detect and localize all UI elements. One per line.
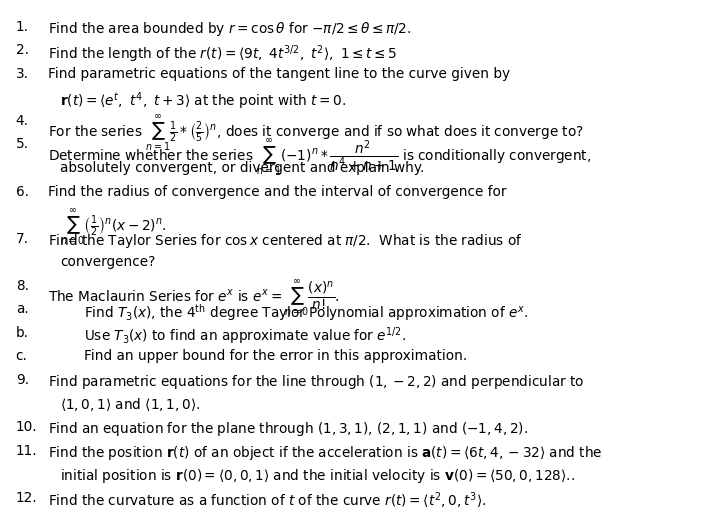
Text: 7.: 7. <box>16 232 29 246</box>
Text: Find the length of the $r(t)= \langle 9t,\ 4t^{3/2},\ t^2\rangle,\ 1\leq t\leq 5: Find the length of the $r(t)= \langle 9t… <box>48 43 398 65</box>
Text: absolutely convergent, or divergent and explain why.: absolutely convergent, or divergent and … <box>60 161 424 175</box>
Text: Find $T_3(x)$, the $4^{\mathrm{th}}$ degree Taylor Polynomial approximation of $: Find $T_3(x)$, the $4^{\mathrm{th}}$ deg… <box>84 303 528 323</box>
Text: convergence?: convergence? <box>60 255 155 269</box>
Text: 10.: 10. <box>16 420 38 434</box>
Text: The Maclaurin Series for $e^x$ is $e^x=\sum_{n=0}^{\infty}\dfrac{(x)^n}{n!}$.: The Maclaurin Series for $e^x$ is $e^x=\… <box>48 279 340 318</box>
Text: 5.: 5. <box>16 137 29 152</box>
Text: 11.: 11. <box>16 444 38 458</box>
Text: 9.: 9. <box>16 373 29 387</box>
Text: Find parametric equations for the line through $(1,-2,2)$ and perpendicular to: Find parametric equations for the line t… <box>48 373 585 391</box>
Text: Find an upper bound for the error in this approximation.: Find an upper bound for the error in thi… <box>84 350 467 363</box>
Text: $\mathbf{r}(t) = \langle e^t,\ t^4,\ t+3\rangle$ at the point with $t=0$.: $\mathbf{r}(t) = \langle e^t,\ t^4,\ t+3… <box>60 90 347 112</box>
Text: 4.: 4. <box>16 114 29 128</box>
Text: 12.: 12. <box>16 491 38 505</box>
Text: initial position is $\mathbf{r}(0) = \langle 0,0,1\rangle$ and the initial veloc: initial position is $\mathbf{r}(0) = \la… <box>60 467 576 485</box>
Text: Find the position $\mathbf{r}(t)$ of an object if the acceleration is $\mathbf{a: Find the position $\mathbf{r}(t)$ of an … <box>48 444 603 461</box>
Text: $\sum_{n=0}^{\infty}\left(\frac{1}{2}\right)^n(x-2)^n$.: $\sum_{n=0}^{\infty}\left(\frac{1}{2}\ri… <box>60 208 167 247</box>
Text: 6.: 6. <box>16 185 29 199</box>
Text: Find the radius of convergence and the interval of convergence for: Find the radius of convergence and the i… <box>48 185 507 199</box>
Text: $\langle 1,0,1\rangle$ and $\langle 1,1,0\rangle$.: $\langle 1,0,1\rangle$ and $\langle 1,1,… <box>60 397 201 413</box>
Text: Find the curvature as a function of $t$ of the curve $r(t) = \langle t^2,0,t^3\r: Find the curvature as a function of $t$ … <box>48 491 487 511</box>
Text: Use $T_3(x)$ to find an approximate value for $e^{1/2}$.: Use $T_3(x)$ to find an approximate valu… <box>84 326 406 347</box>
Text: Find the area bounded by $r = \cos\theta$ for $-\pi/2 \leq \theta \leq \pi/2$.: Find the area bounded by $r = \cos\theta… <box>48 20 412 38</box>
Text: a.: a. <box>16 303 28 316</box>
Text: b.: b. <box>16 326 29 340</box>
Text: c.: c. <box>16 350 27 363</box>
Text: Find the Taylor Series for $\cos x$ centered at $\pi/2$.  What is the radius of: Find the Taylor Series for $\cos x$ cent… <box>48 232 523 250</box>
Text: 2.: 2. <box>16 43 29 58</box>
Text: Find parametric equations of the tangent line to the curve given by: Find parametric equations of the tangent… <box>48 67 510 81</box>
Text: 8.: 8. <box>16 279 29 293</box>
Text: Determine whether the series $\sum_{n=1}^{\infty}(-1)^n*\dfrac{n^2}{n^4+n+1}$ is: Determine whether the series $\sum_{n=1}… <box>48 137 591 176</box>
Text: 1.: 1. <box>16 20 29 34</box>
Text: Find an equation for the plane through $(1,3,1)$, $(2,1,1)$ and $(-1,4,2)$.: Find an equation for the plane through $… <box>48 420 529 438</box>
Text: For the series $\sum_{n=1}^{\infty}\frac{1}{2}*\left(\frac{2}{5}\right)^n$, does: For the series $\sum_{n=1}^{\infty}\frac… <box>48 114 584 153</box>
Text: 3.: 3. <box>16 67 29 81</box>
